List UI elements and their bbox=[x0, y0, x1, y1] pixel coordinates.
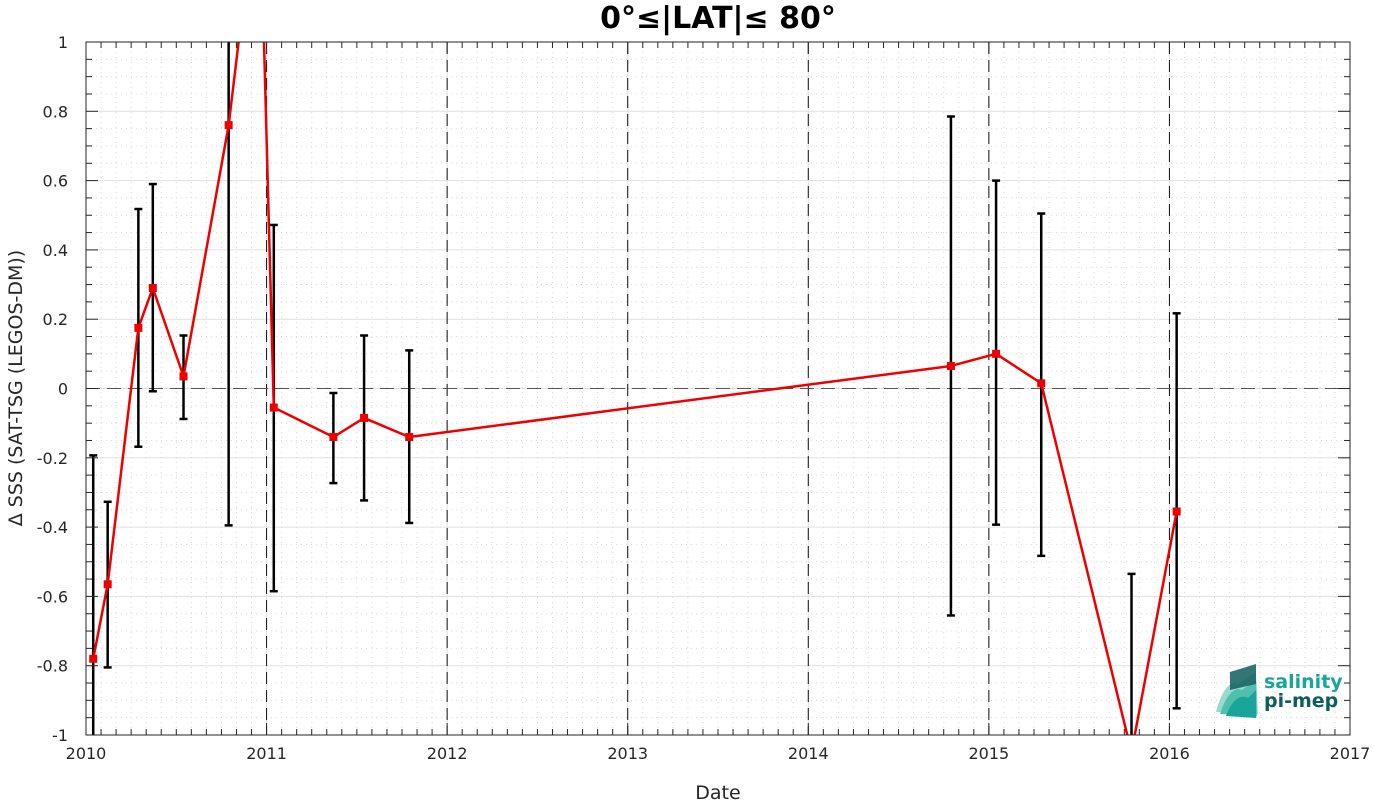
salinity-pi-mep-logo: salinity pi-mep bbox=[1216, 664, 1343, 718]
data-point-marker bbox=[405, 433, 414, 442]
y-tick-label: -0.2 bbox=[37, 449, 68, 468]
data-point-marker bbox=[946, 361, 955, 370]
y-tick-label: 0 bbox=[58, 380, 68, 399]
series-markers bbox=[89, 121, 1181, 663]
y-tick-label: -0.8 bbox=[37, 657, 68, 676]
x-tick-label: 2014 bbox=[788, 744, 829, 763]
x-tick-label: 2013 bbox=[607, 744, 648, 763]
x-tick-label: 2016 bbox=[1149, 744, 1190, 763]
wave-icon bbox=[1216, 664, 1258, 718]
data-point-marker bbox=[134, 323, 143, 332]
y-tick-label: -0.4 bbox=[37, 518, 68, 537]
logo-text-salinity: salinity bbox=[1264, 671, 1343, 693]
x-axis-label: Date bbox=[695, 782, 740, 801]
y-axis-label: Δ SSS (SAT-TSG (LEGOS-DM)) bbox=[5, 250, 27, 526]
x-tick-label: 2015 bbox=[968, 744, 1009, 763]
chart-title: 0°≤|LAT|≤ 80° bbox=[600, 1, 836, 36]
logo-text-pi-mep: pi-mep bbox=[1264, 690, 1338, 712]
x-tick-label: 2011 bbox=[246, 744, 287, 763]
y-tick-label: -0.6 bbox=[37, 587, 68, 606]
y-tick-label: 1 bbox=[58, 33, 68, 52]
data-point-marker bbox=[179, 372, 188, 381]
y-tick-label: -1 bbox=[52, 726, 68, 745]
data-point-marker bbox=[269, 403, 278, 412]
x-tick-labels: 2010 2011 2012 2013 2014 2015 2016 2017 bbox=[66, 744, 1371, 763]
data-point-marker bbox=[329, 433, 338, 442]
y-tick-labels: 1 0.8 0.6 0.4 0.2 0 -0.2 -0.4 -0.6 -0.8 -1 bbox=[37, 33, 68, 745]
data-point-marker bbox=[1037, 379, 1046, 388]
data-point-marker bbox=[89, 654, 98, 663]
data-point-marker bbox=[224, 121, 233, 130]
y-tick-label: 0.2 bbox=[43, 310, 68, 329]
x-tick-label: 2012 bbox=[427, 744, 468, 763]
axis-ticks bbox=[85, 41, 1351, 736]
x-tick-label: 2010 bbox=[66, 744, 107, 763]
grid bbox=[85, 41, 1351, 736]
y-tick-label: 0.6 bbox=[43, 172, 68, 191]
data-point-marker bbox=[103, 580, 112, 589]
data-point-marker bbox=[360, 413, 369, 422]
data-point-marker bbox=[1172, 507, 1181, 516]
y-tick-label: 0.8 bbox=[43, 102, 68, 121]
data-point-marker bbox=[992, 349, 1001, 358]
series-line bbox=[91, 42, 1178, 735]
y-tick-label: 0.4 bbox=[43, 241, 68, 260]
x-tick-label: 2017 bbox=[1330, 744, 1371, 763]
data-point-marker bbox=[148, 284, 157, 293]
